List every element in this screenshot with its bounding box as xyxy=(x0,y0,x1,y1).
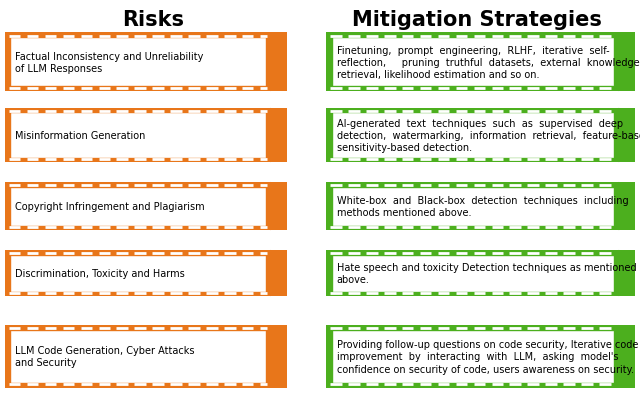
Text: Misinformation Generation: Misinformation Generation xyxy=(15,131,146,141)
Bar xyxy=(10,255,266,292)
Bar xyxy=(10,113,266,158)
Polygon shape xyxy=(619,250,635,296)
Bar xyxy=(326,34,635,92)
Polygon shape xyxy=(619,325,635,388)
Text: Risks: Risks xyxy=(123,10,184,30)
Bar xyxy=(332,113,614,158)
Polygon shape xyxy=(271,108,287,163)
Polygon shape xyxy=(271,325,287,388)
Text: LLM Code Generation, Cyber Attacks
and Security: LLM Code Generation, Cyber Attacks and S… xyxy=(15,345,195,368)
Text: Copyright Infringement and Plagiarism: Copyright Infringement and Plagiarism xyxy=(15,202,205,211)
Polygon shape xyxy=(271,34,287,92)
Bar xyxy=(326,250,635,296)
Bar xyxy=(5,325,287,388)
Bar xyxy=(10,38,266,87)
Polygon shape xyxy=(619,34,635,92)
Polygon shape xyxy=(619,108,635,163)
Text: Finetuning,  prompt  engineering,  RLHF,  iterative  self-
reflection,     pruni: Finetuning, prompt engineering, RLHF, it… xyxy=(337,45,639,80)
Bar xyxy=(10,330,266,383)
Text: White-box  and  Black-box  detection  techniques  including
methods mentioned ab: White-box and Black-box detection techni… xyxy=(337,195,628,218)
Text: Mitigation Strategies: Mitigation Strategies xyxy=(352,10,602,30)
Bar xyxy=(10,187,266,226)
Bar xyxy=(326,182,635,231)
Bar xyxy=(332,255,614,292)
Text: Discrimination, Toxicity and Harms: Discrimination, Toxicity and Harms xyxy=(15,269,185,278)
Polygon shape xyxy=(271,182,287,231)
Bar xyxy=(332,38,614,87)
Text: Providing follow-up questions on code security, Iterative code
improvement  by  : Providing follow-up questions on code se… xyxy=(337,339,638,374)
Bar xyxy=(5,108,287,163)
Text: Hate speech and toxicity Detection techniques as mentioned
above.: Hate speech and toxicity Detection techn… xyxy=(337,262,636,285)
Polygon shape xyxy=(619,182,635,231)
Bar xyxy=(326,325,635,388)
Bar xyxy=(5,250,287,296)
Bar xyxy=(5,182,287,231)
Text: AI-generated  text  techniques  such  as  supervised  deep
detection,  watermark: AI-generated text techniques such as sup… xyxy=(337,118,640,153)
Text: Factual Inconsistency and Unreliability
of LLM Responses: Factual Inconsistency and Unreliability … xyxy=(15,51,204,74)
Bar xyxy=(5,34,287,92)
Bar xyxy=(332,187,614,226)
Bar xyxy=(326,108,635,163)
Polygon shape xyxy=(271,250,287,296)
Bar xyxy=(332,330,614,383)
